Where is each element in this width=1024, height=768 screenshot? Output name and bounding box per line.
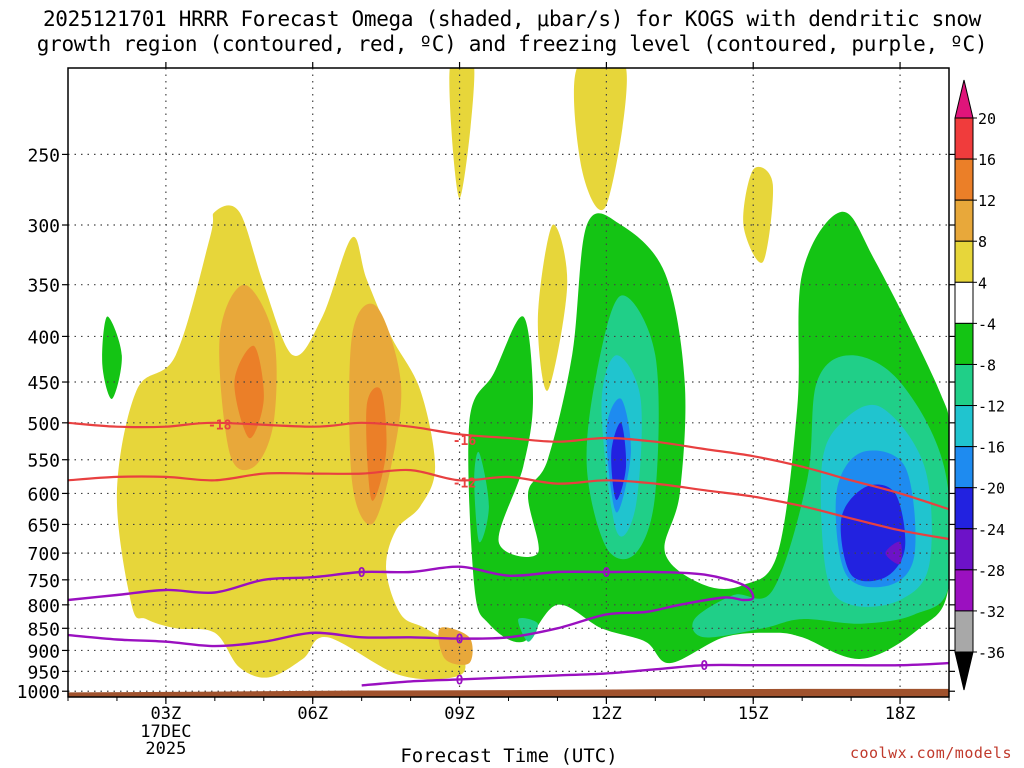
y-tick-label-650: 650 <box>27 515 60 536</box>
colorbar-box-2 <box>954 199 974 242</box>
omega-region-2 <box>573 68 627 211</box>
x-tick-label-09Z: 09Z <box>444 704 475 724</box>
y-tick-label-850: 850 <box>27 619 60 640</box>
x-axis-title: Forecast Time (UTC) <box>400 745 618 767</box>
temperature-contour--18 <box>68 421 949 511</box>
credit-text: coolwx.com/models <box>849 744 1012 762</box>
colorbar-label--8: -8 <box>978 356 996 374</box>
contour-label-5: 0 <box>456 633 464 648</box>
freezing-contour-1 <box>361 661 949 687</box>
colorbar-label--24: -24 <box>978 521 1005 539</box>
colorbar-box-4 <box>954 281 974 324</box>
colorbar-label-16: 16 <box>978 151 996 169</box>
omega-region-12 <box>474 451 489 543</box>
colorbar-label--20: -20 <box>978 480 1005 498</box>
grid-lines <box>68 68 949 697</box>
omega-region-15 <box>518 618 539 642</box>
axes: 2503003504004505005506006507007508008509… <box>17 62 955 759</box>
contour-label-4: 0 <box>602 566 610 581</box>
colorbar-label-8: 8 <box>978 233 987 251</box>
chart-title-line-2: growth region (contoured, red, ºC) and f… <box>36 32 988 56</box>
colorbar-label--4: -4 <box>978 315 996 333</box>
omega-fills <box>102 68 949 680</box>
y-tick-label-700: 700 <box>27 544 60 565</box>
colorbar-box-5 <box>954 322 974 365</box>
colorbar-box-3 <box>954 240 974 283</box>
freezing-contour-0 <box>68 565 755 648</box>
colorbar-box-1 <box>954 158 974 201</box>
colorbar-label-20: 20 <box>978 110 996 128</box>
omega-region-3 <box>537 224 568 391</box>
x-tick-label-18Z: 18Z <box>885 704 916 724</box>
y-tick-label-600: 600 <box>27 484 60 505</box>
x-tick-label-15Z: 15Z <box>738 704 769 724</box>
y-tick-label-900: 900 <box>27 641 60 662</box>
omega-region-8 <box>234 345 264 439</box>
colorbar-box-8 <box>954 446 974 489</box>
terrain-fill <box>68 688 949 697</box>
temperature-contour--12 <box>68 468 949 541</box>
contour-label-7: 0 <box>456 673 464 688</box>
chart-title-line-1: 2025121701 HRRR Forecast Omega (shaded, … <box>42 7 982 31</box>
y-tick-label-1000: 1000 <box>17 682 60 703</box>
colorbar-label--12: -12 <box>978 398 1005 416</box>
y-tick-label-500: 500 <box>27 414 60 435</box>
x-date-label-0: 17DEC <box>140 722 191 742</box>
colorbar-box-9 <box>954 487 974 530</box>
colorbar-label--28: -28 <box>978 562 1005 580</box>
y-tick-label-950: 950 <box>27 662 60 683</box>
omega-region-10 <box>102 316 122 399</box>
omega-region-4 <box>743 166 774 263</box>
colorbar-box-10 <box>954 528 974 571</box>
colorbar-label--32: -32 <box>978 603 1005 621</box>
omega-region-0 <box>116 205 466 680</box>
contour-label-3: 0 <box>358 566 366 581</box>
colorbar-box-6 <box>954 363 974 407</box>
omega-region-1 <box>449 68 475 199</box>
colorbar-box-0 <box>954 117 974 160</box>
contour-label-2: -12 <box>453 476 476 491</box>
contour-label-0: -18 <box>208 418 232 433</box>
colorbar-box-7 <box>954 405 974 448</box>
colorbar-label-4: 4 <box>978 274 987 292</box>
y-tick-label-400: 400 <box>27 327 60 348</box>
y-tick-label-800: 800 <box>27 596 60 617</box>
x-date-label-1: 2025 <box>145 739 186 759</box>
contour-label-6: 0 <box>700 659 708 674</box>
y-tick-label-250: 250 <box>27 145 60 166</box>
omega-region-7 <box>438 627 473 665</box>
colorbar-box-11 <box>954 569 974 612</box>
x-tick-label-12Z: 12Z <box>591 704 622 724</box>
x-tick-label-03Z: 03Z <box>151 704 182 724</box>
y-tick-label-750: 750 <box>27 571 60 592</box>
y-tick-label-350: 350 <box>27 276 60 297</box>
y-tick-label-300: 300 <box>27 216 60 237</box>
y-tick-label-550: 550 <box>27 451 60 472</box>
contour-label-1: -16 <box>453 434 477 449</box>
colorbar-top-triangle <box>954 79 974 119</box>
terrain <box>68 688 949 697</box>
colorbar-label--16: -16 <box>978 439 1005 457</box>
colorbar-bottom-triangle <box>954 651 974 691</box>
contours: -18 -16 -12 0 0 0 0 0 <box>68 418 949 688</box>
colorbar-label--36: -36 <box>978 644 1005 662</box>
colorbar: 20 16 12 8 4 -4 -8 -12 -16 -20 -24 -28 -32 -36 <box>954 79 1005 691</box>
y-tick-label-450: 450 <box>27 373 60 394</box>
colorbar-box-12 <box>954 610 974 653</box>
x-tick-label-06Z: 06Z <box>297 704 328 724</box>
colorbar-label-12: 12 <box>978 192 996 210</box>
